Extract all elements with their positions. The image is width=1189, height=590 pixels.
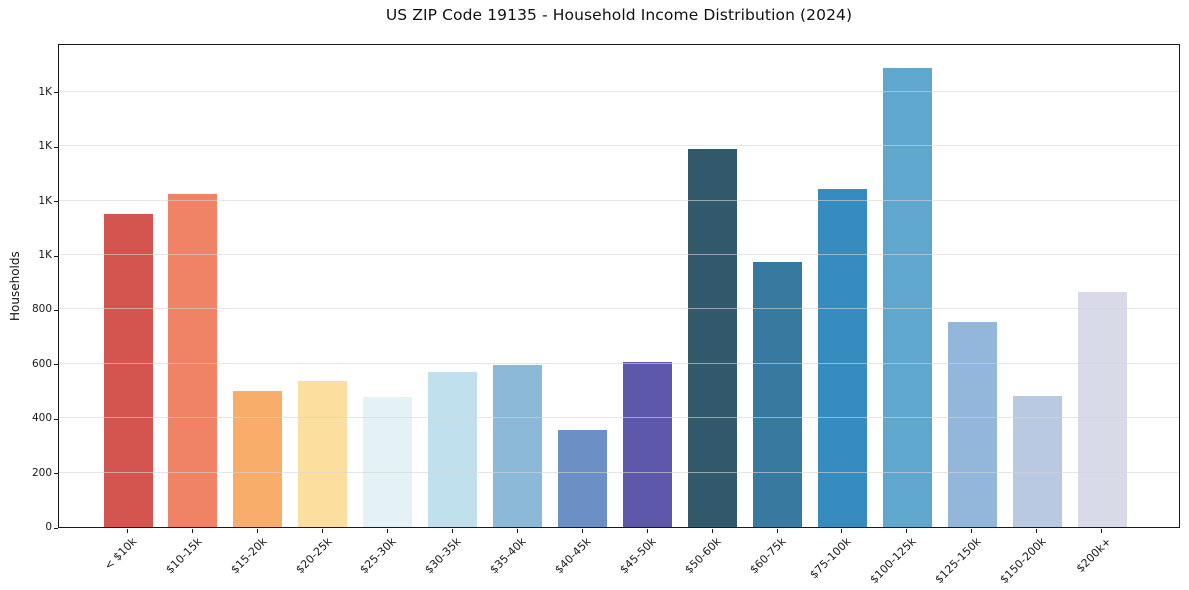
x-tick-mark <box>776 529 778 533</box>
x-tick-label: $100-125k <box>867 535 919 587</box>
bar-$100-125k <box>882 68 932 527</box>
x-tick-label: $25-30k <box>357 535 400 577</box>
x-tick-mark <box>451 529 453 533</box>
bar-$35-40k <box>493 365 543 527</box>
bar-$125-150k <box>947 321 997 527</box>
y-tick-mark <box>54 255 58 257</box>
x-tick-mark <box>386 529 388 533</box>
y-axis-label: Households <box>8 251 22 321</box>
x-tick-label: < $10k <box>101 535 140 573</box>
y-tick-label: 1K <box>38 140 52 153</box>
x-tick-label: $20-25k <box>292 535 335 577</box>
bar-< $10k <box>103 214 153 527</box>
x-tick-mark <box>1101 529 1103 533</box>
x-tick-label: $200k+ <box>1073 535 1114 576</box>
y-tick-label: 400 <box>31 412 52 425</box>
y-tick-mark <box>54 309 58 311</box>
x-tick-mark <box>1036 529 1038 533</box>
bar-$200k+ <box>1077 291 1127 527</box>
y-tick-mark <box>54 92 58 94</box>
plot-area <box>58 44 1180 528</box>
x-tick-label: $40-45k <box>552 535 594 577</box>
bar-$45-50k <box>623 361 673 527</box>
chart-title: US ZIP Code 19135 - Household Income Dis… <box>385 6 853 24</box>
bar-$60-75k <box>753 261 802 527</box>
y-tick-label: 600 <box>31 357 52 370</box>
bar-$15-20k <box>233 391 283 527</box>
bars-layer <box>59 45 1179 527</box>
bar-$25-30k <box>363 396 413 527</box>
y-tick-label: 1K <box>38 194 52 207</box>
x-tick-label: $15-20k <box>227 535 270 577</box>
bar-$20-25k <box>298 380 348 527</box>
x-tick-label: $125-150k <box>932 535 984 587</box>
bar-$40-45k <box>558 430 608 527</box>
x-tick-label: $30-35k <box>422 535 464 577</box>
x-tick-label: $150-200k <box>997 535 1049 587</box>
x-tick-mark <box>256 529 258 533</box>
x-tick-label: $75-100k <box>807 535 854 582</box>
x-tick-label: $50-60k <box>682 535 724 577</box>
y-tick-label: 1K <box>38 249 52 262</box>
x-tick-mark <box>711 529 713 533</box>
y-tick-mark <box>54 527 58 529</box>
y-tick-label: 1K <box>38 85 52 98</box>
y-tick-mark <box>54 418 58 420</box>
bar-$10-15k <box>168 193 218 527</box>
x-tick-mark <box>906 529 908 533</box>
x-tick-label: $35-40k <box>487 535 529 577</box>
bar-$30-35k <box>428 372 478 527</box>
x-tick-mark <box>841 529 843 533</box>
y-tick-mark <box>54 201 58 203</box>
x-tick-mark <box>581 529 583 533</box>
bar-$50-60k <box>688 149 738 527</box>
bar-$75-100k <box>817 189 867 527</box>
y-tick-mark <box>54 364 58 366</box>
y-tick-label: 800 <box>31 303 52 316</box>
x-tick-label: $10-15k <box>162 535 205 577</box>
x-tick-mark <box>191 529 193 533</box>
bar-$150-200k <box>1012 396 1062 527</box>
y-tick-label: 0 <box>45 521 52 533</box>
x-tick-mark <box>646 529 648 533</box>
y-tick-mark <box>54 473 58 475</box>
x-tick-label: $60-75k <box>747 535 789 577</box>
x-tick-mark <box>971 529 973 533</box>
x-tick-label: $45-50k <box>617 535 659 577</box>
y-tick-mark <box>54 146 58 148</box>
y-tick-label: 200 <box>31 466 52 479</box>
x-tick-mark <box>321 529 323 533</box>
x-tick-mark <box>516 529 518 533</box>
x-tick-mark <box>127 529 128 533</box>
